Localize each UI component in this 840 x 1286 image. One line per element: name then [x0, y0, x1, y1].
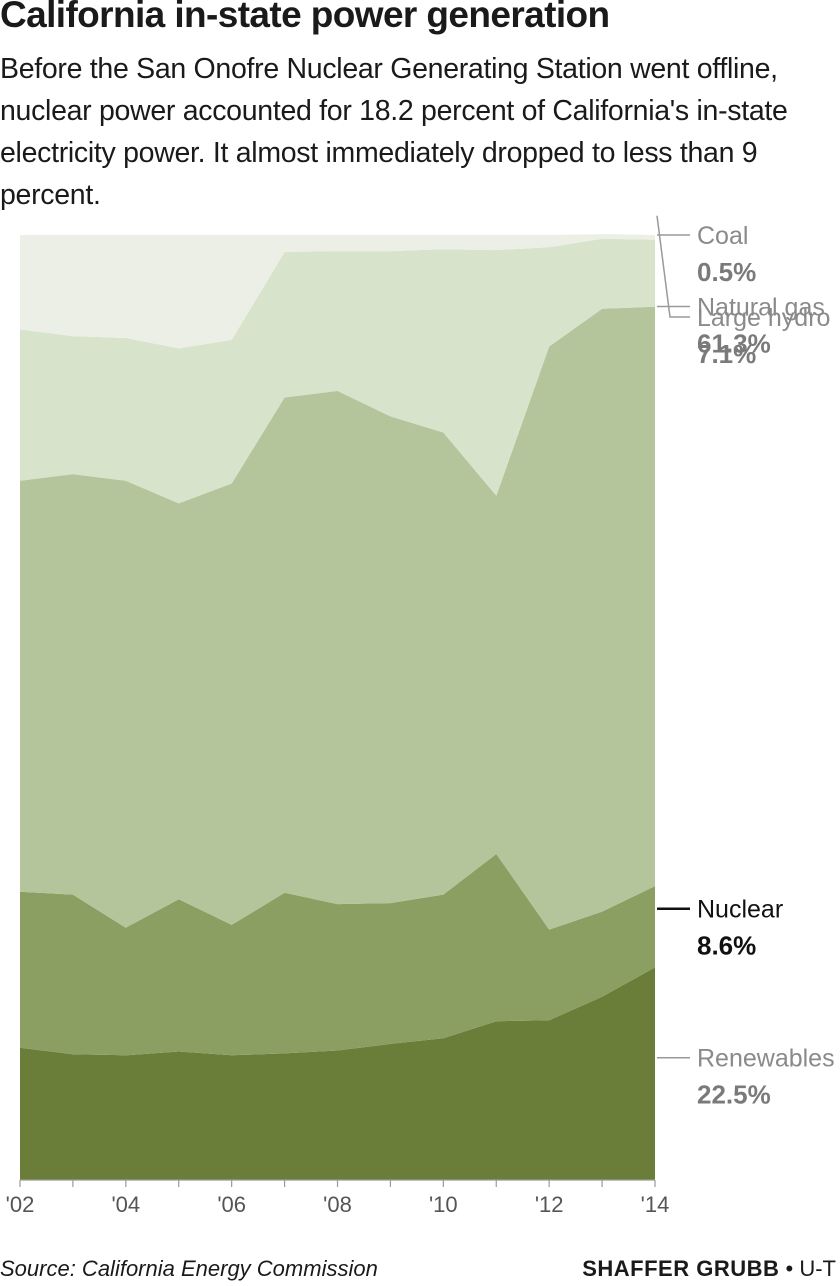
credit-name: SHAFFER GRUBB	[582, 1256, 780, 1281]
credit-separator: •	[785, 1256, 794, 1281]
source-note: Source: California Energy Commission	[0, 1256, 378, 1281]
x-tick-label: '12	[535, 1192, 564, 1217]
chart-title: California in-state power generation	[0, 0, 610, 35]
legend-value-large-hydro: 7.1%	[697, 339, 756, 369]
area-large-hydro	[20, 238, 655, 504]
legend: Renewables 22.5% Nuclear 8.6% Natural gas 61.…	[656, 215, 835, 1110]
area-coal	[20, 234, 655, 349]
area-layers	[20, 234, 655, 1180]
stacked-area-chart: '02 '04 '06 '08 '10 '12 '14 Renewables 22.5% Nuc…	[6, 215, 835, 1217]
legend-label-coal: Coal	[697, 222, 748, 250]
leader-large-hydro	[656, 215, 690, 318]
chart-subtitle: Before the San Onofre Nuclear Generating…	[0, 53, 788, 211]
legend-label-natural-gas: Natural gas	[697, 293, 825, 321]
legend-value-natural-gas: 61.3%	[697, 328, 771, 358]
x-tick-label: '14	[641, 1192, 670, 1217]
legend-label-renewables: Renewables	[697, 1045, 835, 1073]
area-nuclear	[20, 854, 655, 1056]
credit-org: U-T	[799, 1256, 836, 1281]
legend-label-large-hydro: Large hydro	[697, 304, 830, 332]
area-natural-gas	[20, 306, 655, 930]
x-tick-label: '10	[429, 1192, 458, 1217]
legend-value-coal: 0.5%	[697, 257, 756, 287]
x-tick-label: '04	[111, 1192, 140, 1217]
x-tick-label: '08	[323, 1192, 352, 1217]
x-axis: '02 '04 '06 '08 '10 '12 '14	[6, 1179, 670, 1217]
credit-line: SHAFFER GRUBB • U-T	[582, 1256, 836, 1282]
x-tick-label: '06	[217, 1192, 246, 1217]
legend-value-renewables: 22.5%	[697, 1080, 771, 1110]
x-tick-label: '02	[6, 1192, 35, 1217]
legend-value-nuclear: 8.6%	[697, 931, 756, 961]
legend-label-nuclear: Nuclear	[697, 896, 783, 924]
area-renewables	[20, 967, 655, 1180]
